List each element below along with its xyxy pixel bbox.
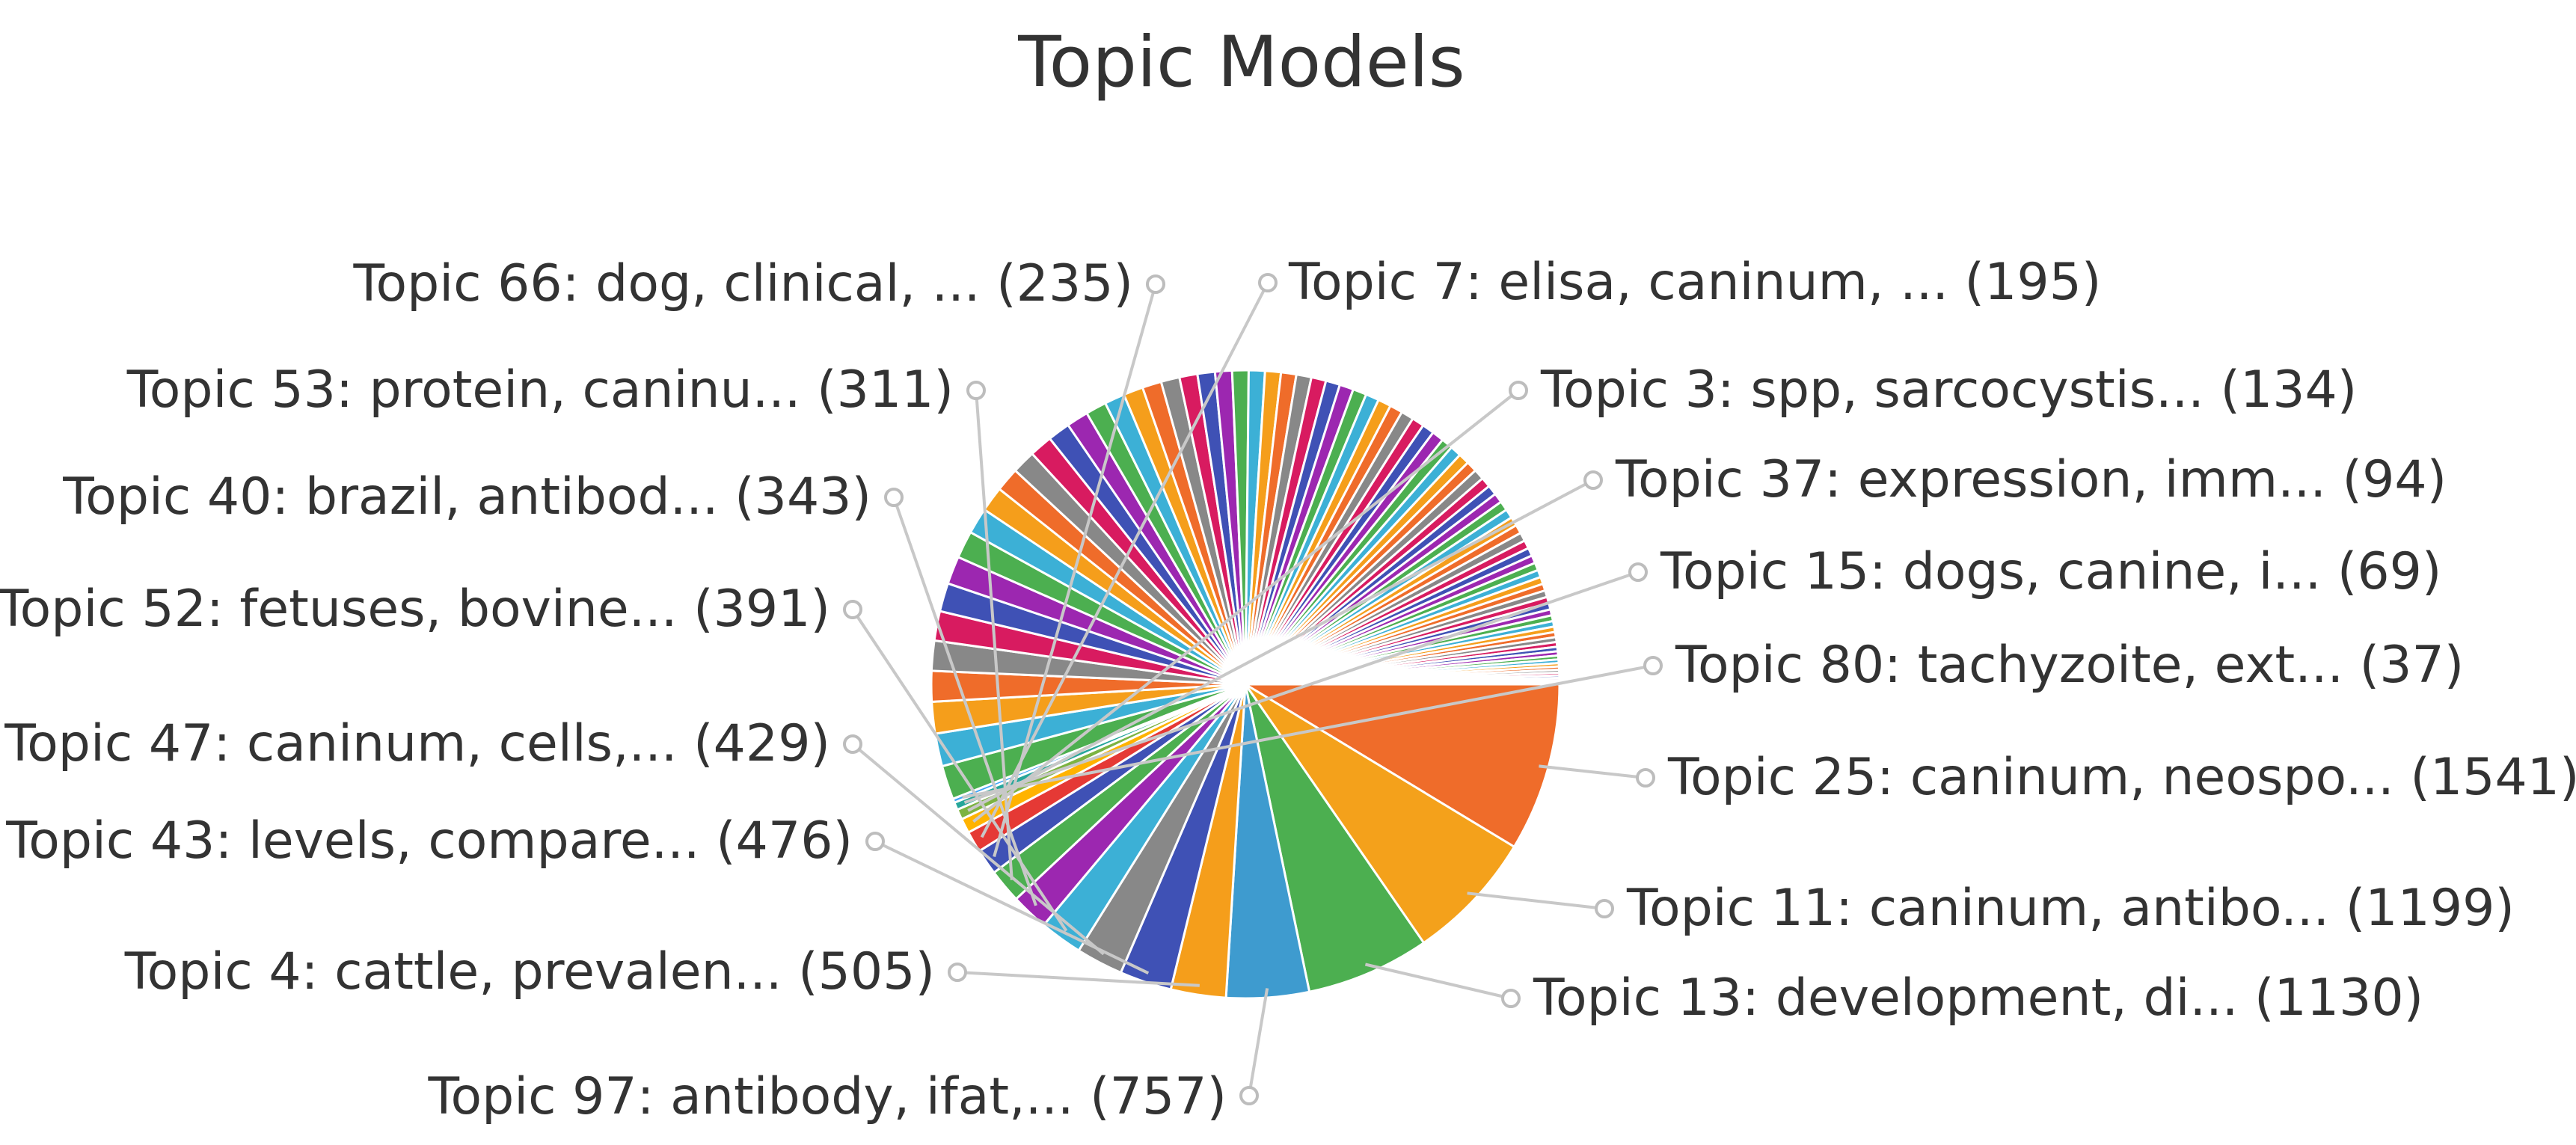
- label-anchor-dot: [1146, 274, 1165, 294]
- pie-slice-labeled: [1244, 684, 1426, 993]
- label-anchor-dot: [966, 381, 986, 400]
- label-anchor-dot: [1501, 989, 1521, 1008]
- slice-label: Topic 37: expression, imm... (94): [1615, 450, 2447, 509]
- slice-label: Topic 52: fetuses, bovine... (391): [0, 580, 830, 639]
- label-anchor-dot: [948, 963, 967, 982]
- pie-slices: [930, 369, 1561, 1000]
- label-leader-line: [957, 971, 1200, 987]
- label-anchor-dot: [1583, 470, 1603, 490]
- label-leader-line: [967, 479, 1594, 812]
- label-anchor-dot: [1636, 768, 1655, 788]
- pie-slice-labeled: [1241, 683, 1561, 849]
- label-leader-line: [851, 608, 1068, 932]
- slice-label: Topic 47: caninum, cells,... (429): [4, 714, 830, 773]
- slice-label: Topic 43: levels, compare... (476): [5, 811, 853, 871]
- slice-label: Topic 13: development, di... (1130): [1533, 969, 2423, 1028]
- label-leader-line: [1467, 891, 1605, 910]
- label-leader-line: [1539, 764, 1646, 779]
- slice-label: Topic 3: spp, sarcocystis... (134): [1540, 360, 2357, 420]
- label-leader-line: [972, 389, 1520, 823]
- label-leader-line: [980, 282, 1269, 838]
- label-leader-line: [962, 664, 1654, 799]
- label-anchor-dot: [1239, 1086, 1259, 1105]
- slice-label: Topic 4: cattle, prevalen... (505): [124, 942, 935, 1001]
- slice-label: Topic 80: tachyzoite, ext... (37): [1675, 636, 2464, 695]
- label-anchor-dot: [843, 600, 862, 619]
- label-leader-line: [1364, 963, 1512, 1000]
- pie-slice-labeled: [1244, 683, 1516, 945]
- label-anchor-dot: [884, 488, 904, 507]
- slice-label: Topic 40: brazil, antibod... (343): [62, 467, 871, 527]
- label-leader-line: [975, 390, 1013, 880]
- chart-title: Topic Models: [1017, 22, 1465, 103]
- label-anchor-dot: [1628, 562, 1648, 582]
- slice-label: Topic 97: antibody, ifat,... (757): [427, 1067, 1227, 1126]
- label-leader-line: [851, 743, 1105, 956]
- slice-label: Topic 25: caninum, neospo... (1541): [1667, 748, 2576, 807]
- label-leader-line: [892, 497, 1037, 906]
- label-leader-line: [963, 571, 1639, 804]
- slice-label: Topic 15: dogs, canine, i... (69): [1660, 542, 2441, 601]
- label-anchor-dot: [865, 832, 885, 851]
- label-anchor-dot: [1643, 656, 1663, 675]
- slice-labels: Topic 25: caninum, neospo... (1541) Topic…: [0, 253, 2576, 1126]
- label-anchor-dot: [1258, 273, 1278, 292]
- slice-label: Topic 53: protein, caninu... (311): [126, 360, 954, 420]
- label-leader-line: [1248, 988, 1269, 1096]
- slice-label: Topic 66: dog, clinical, ... (235): [352, 254, 1133, 313]
- label-anchor-dot: [1509, 381, 1528, 400]
- label-anchor-dot: [843, 734, 862, 754]
- slice-label: Topic 7: elisa, caninum, ... (195): [1288, 253, 2101, 312]
- slice-label: Topic 11: caninum, antibo... (1199): [1626, 879, 2515, 938]
- label-anchor-dot: [1595, 899, 1614, 918]
- label-leader-line: [874, 840, 1150, 975]
